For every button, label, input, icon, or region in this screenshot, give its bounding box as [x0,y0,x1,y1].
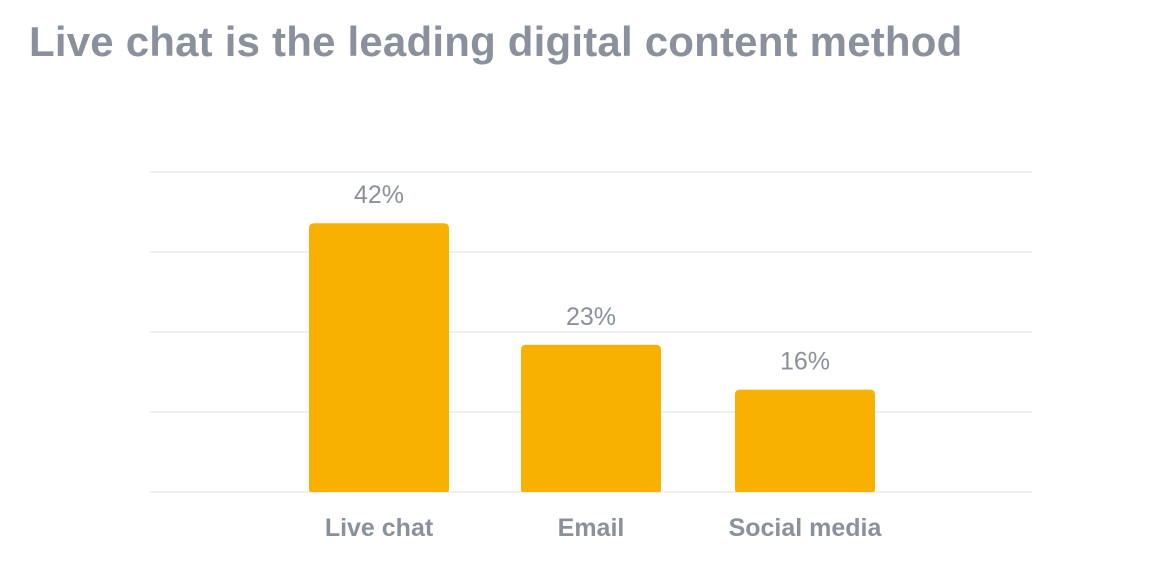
category-label: Email [558,514,625,542]
bar-live-chat [309,223,449,492]
category-label: Social media [729,514,883,542]
data-label: 16% [780,348,830,376]
category-label: Live chat [325,514,434,542]
data-label: 42% [354,181,404,209]
bars [309,223,875,492]
data-label: 23% [566,303,616,331]
chart-title: Live chat is the leading digital content… [29,18,963,65]
bar-email [521,344,661,492]
bar-social-media [735,389,875,492]
labels: 42% Live chat 23% Email 16% Social media [325,181,883,542]
